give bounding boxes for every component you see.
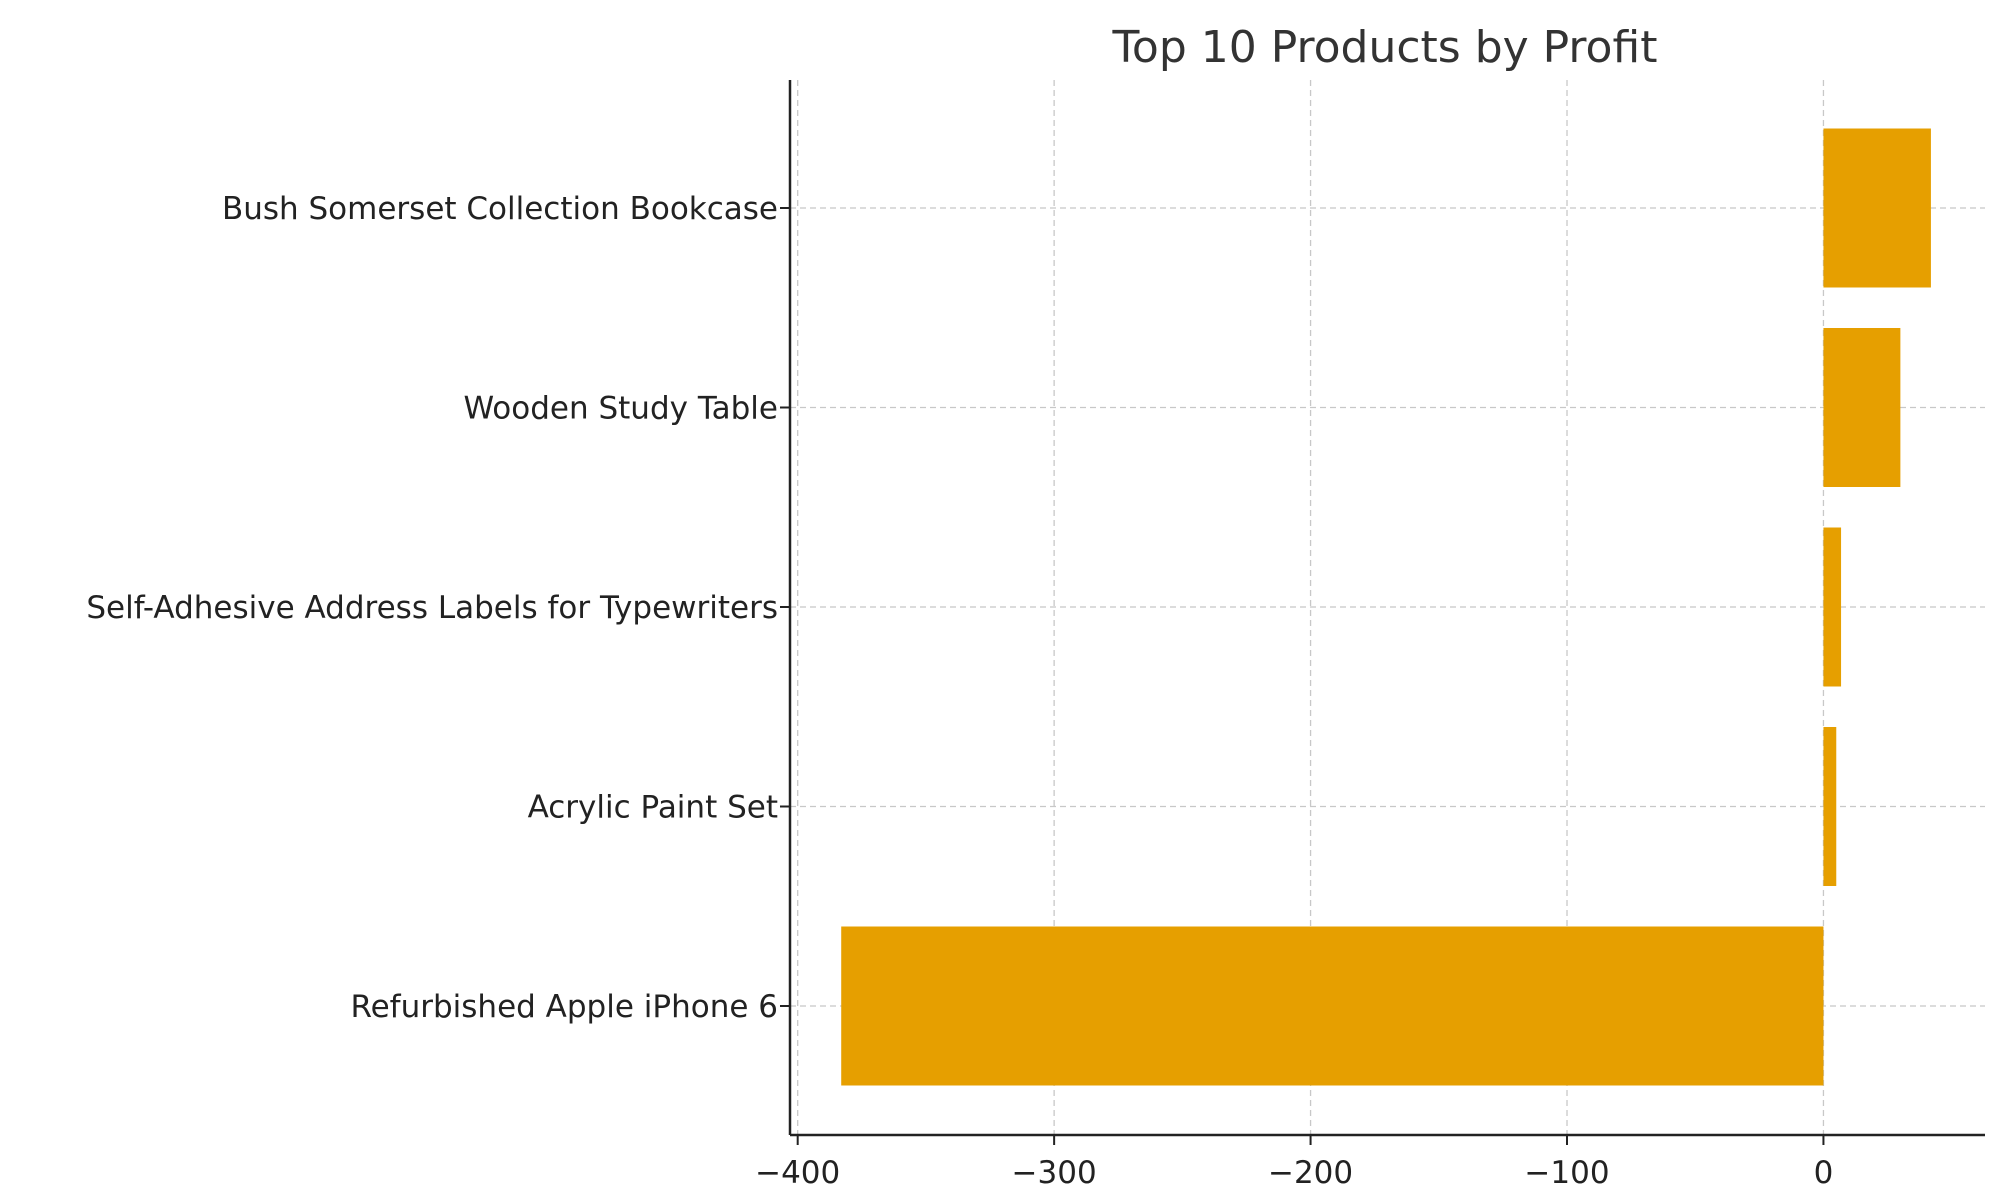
bar	[1823, 527, 1842, 687]
x-tick-label: −200	[1268, 1155, 1353, 1191]
category-label: Refurbished Apple iPhone 6	[350, 989, 778, 1025]
bar-layer	[841, 128, 1931, 1086]
x-tick-label: −100	[1524, 1155, 1609, 1191]
bar	[1823, 727, 1837, 886]
category-label: Self-Adhesive Address Labels for Typewri…	[86, 590, 778, 626]
category-label: Bush Somerset Collection Bookcase	[222, 191, 778, 227]
category-label: Wooden Study Table	[463, 391, 778, 427]
chart-title: Top 10 Products by Profit	[1112, 22, 1658, 73]
bar	[1823, 128, 1931, 288]
x-tick-label: 0	[1814, 1155, 1834, 1191]
axis-layer	[780, 80, 1985, 1145]
x-tick-label: −300	[1012, 1155, 1097, 1191]
bar	[1823, 328, 1901, 487]
x-tick-label: −400	[755, 1155, 840, 1191]
bar	[841, 926, 1824, 1086]
category-label: Acrylic Paint Set	[528, 790, 778, 826]
label-layer: −400 −300 −200 −100 0 Bush Somerset Collectio…	[86, 191, 1833, 1191]
